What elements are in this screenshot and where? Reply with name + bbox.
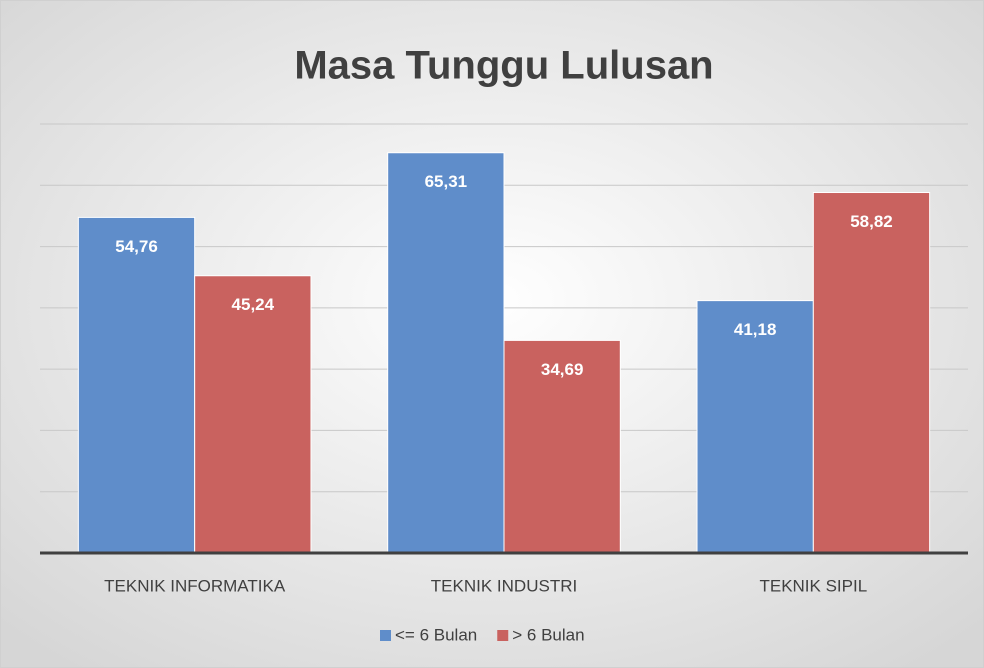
value-label: 65,31	[425, 172, 468, 191]
value-label: 58,82	[850, 212, 893, 231]
x-tick-label: TEKNIK INFORMATIKA	[104, 576, 286, 595]
bar	[696, 300, 814, 554]
x-tick-label: TEKNIK INDUSTRI	[431, 576, 577, 595]
legend-label: <= 6 Bulan	[395, 625, 477, 644]
bar	[194, 275, 312, 554]
value-label: 54,76	[115, 237, 158, 256]
value-label: 41,18	[734, 320, 777, 339]
bar	[77, 216, 196, 554]
x-tick-label: TEKNIK SIPIL	[759, 576, 867, 595]
bar	[812, 192, 931, 554]
bar	[503, 339, 621, 554]
bar	[387, 152, 505, 554]
legend-label: > 6 Bulan	[512, 625, 584, 644]
value-label: 34,69	[541, 360, 584, 379]
value-label: 45,24	[232, 295, 275, 314]
legend-swatch	[380, 630, 391, 641]
legend-swatch	[497, 630, 509, 641]
chart-title: Masa Tunggu Lulusan	[294, 44, 713, 88]
